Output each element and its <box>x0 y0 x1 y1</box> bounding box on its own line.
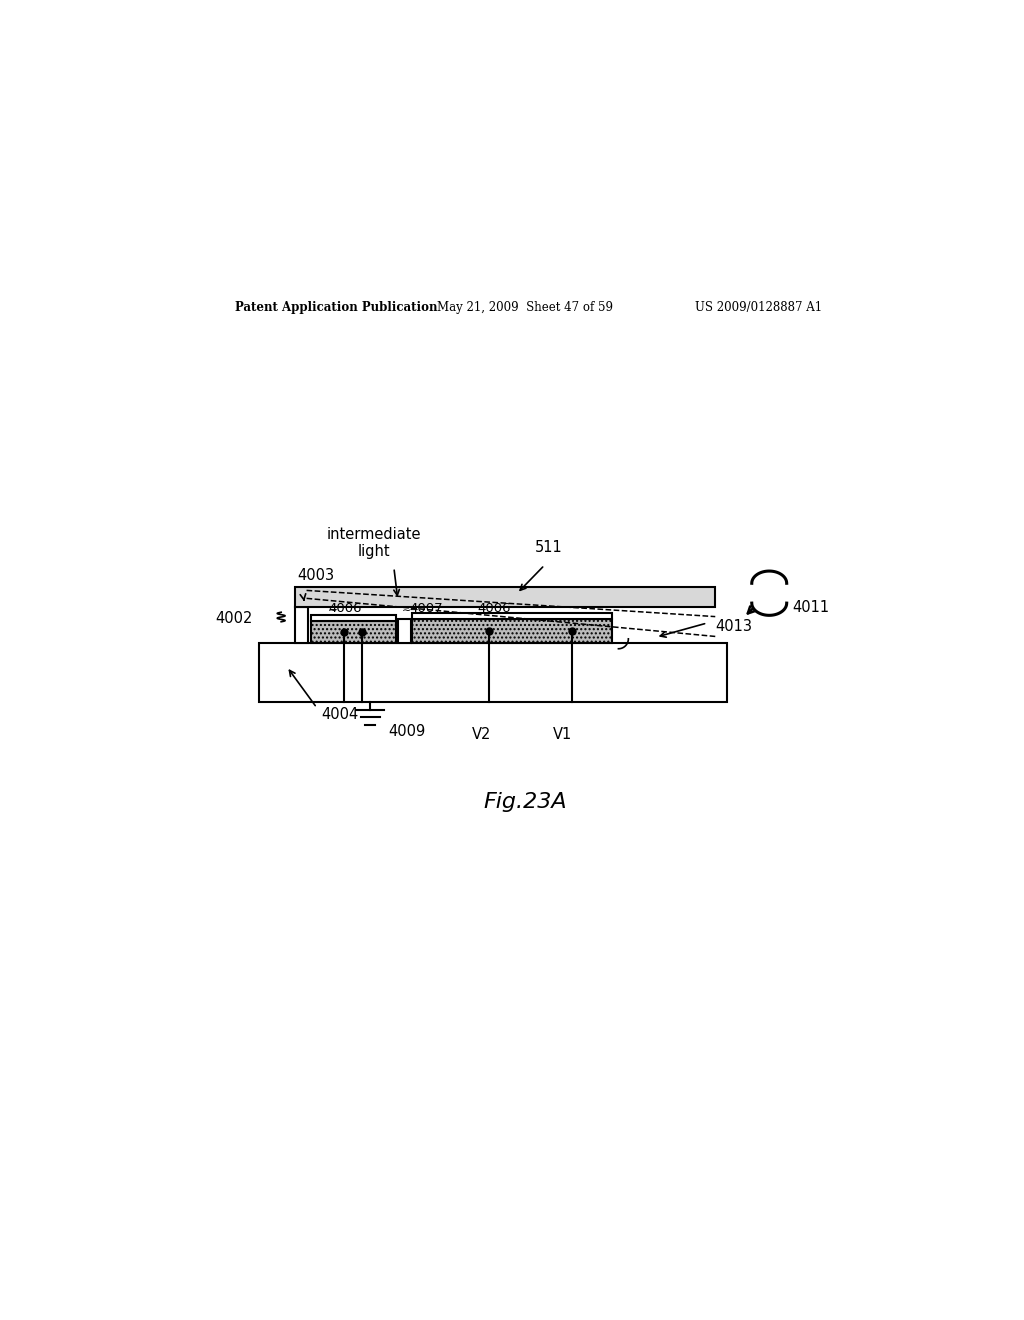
Bar <box>295 587 716 607</box>
Text: 4007: 4007 <box>409 602 442 615</box>
Bar <box>310 615 396 620</box>
Text: 4006: 4006 <box>329 602 362 615</box>
Text: V1: V1 <box>553 726 572 742</box>
Text: 4009: 4009 <box>388 725 426 739</box>
Text: Patent Application Publication: Patent Application Publication <box>236 301 437 314</box>
Text: 4006: 4006 <box>477 602 511 615</box>
Text: intermediate
light: intermediate light <box>327 527 421 560</box>
Text: 4002: 4002 <box>215 611 253 627</box>
Bar <box>295 607 308 643</box>
Bar <box>397 619 412 643</box>
Text: 4004: 4004 <box>321 706 358 722</box>
Text: 4011: 4011 <box>793 599 829 615</box>
Text: $\sim$: $\sim$ <box>399 605 412 615</box>
Text: V2: V2 <box>471 726 490 742</box>
Text: Fig.23A: Fig.23A <box>483 792 566 812</box>
Text: 4003: 4003 <box>297 569 334 583</box>
Text: 4013: 4013 <box>715 619 753 635</box>
Text: 511: 511 <box>535 540 562 556</box>
Text: US 2009/0128887 A1: US 2009/0128887 A1 <box>695 301 822 314</box>
Bar <box>259 643 727 702</box>
Bar <box>310 620 396 643</box>
Text: $\sim$: $\sim$ <box>325 605 337 615</box>
Bar <box>412 619 612 643</box>
Text: May 21, 2009  Sheet 47 of 59: May 21, 2009 Sheet 47 of 59 <box>437 301 612 314</box>
Bar <box>412 614 612 619</box>
